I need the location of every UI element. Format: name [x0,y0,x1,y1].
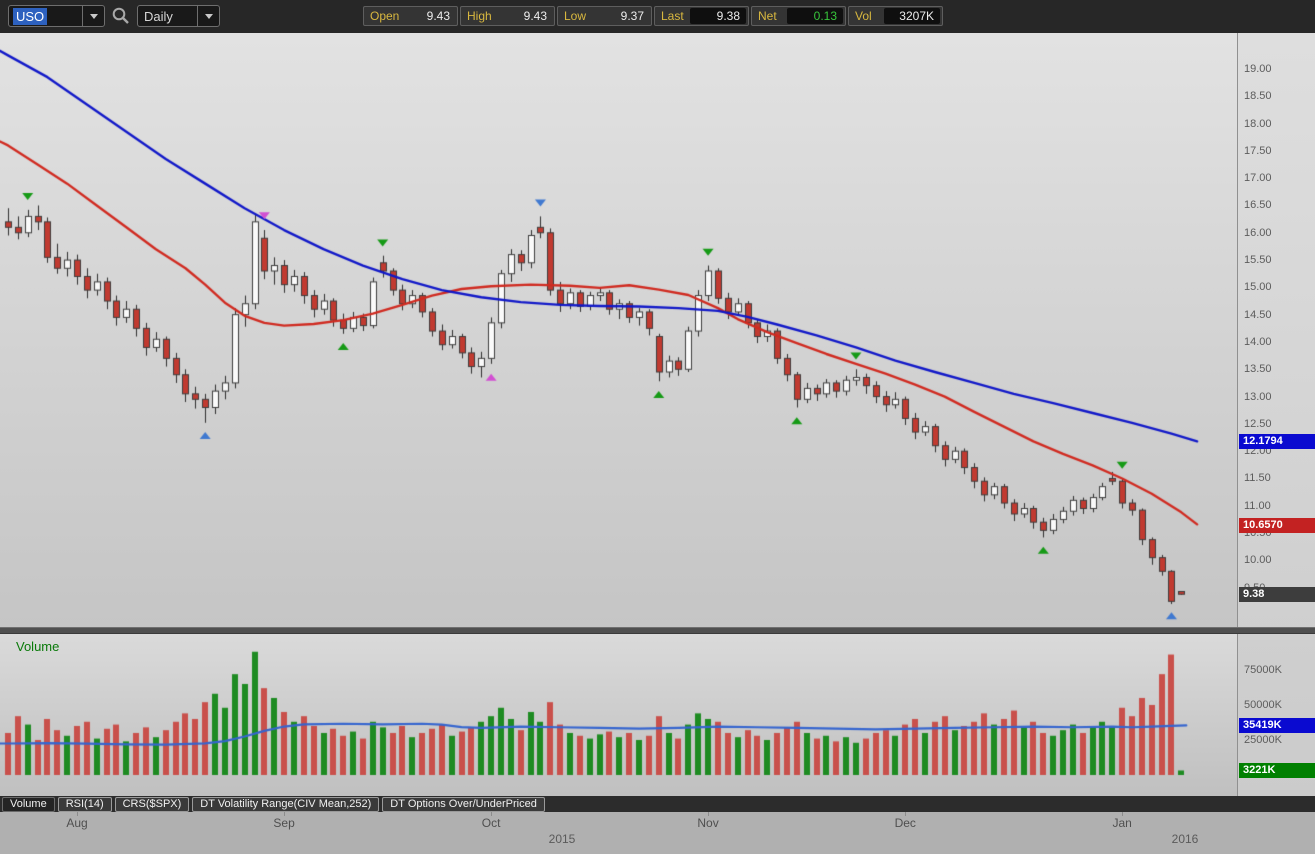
quote-field-low: Low 9.37 [557,6,652,26]
month-tick [905,812,907,816]
month-label: Jan [1112,816,1132,830]
quote-label: Open [370,9,400,23]
tab-volume[interactable]: Volume [2,796,55,812]
month-tick [491,812,493,816]
axis-tick: 10.00 [1244,554,1272,567]
axis-tick: 18.50 [1244,90,1272,103]
quote-label: Vol [855,9,872,23]
axis-tick: 13.00 [1244,390,1272,403]
search-button[interactable] [111,6,131,26]
quote-field-last: Last 9.38 [654,6,749,26]
quote-field-net: Net 0.13 [751,6,846,26]
quote-value: 9.43 [426,9,450,23]
axis-tick: 19.00 [1244,62,1272,75]
last-value-tag: 10.6570 [1239,517,1315,533]
month-label: Nov [697,816,719,830]
quote-label: Last [661,9,684,23]
axis-tick: 17.00 [1244,172,1272,185]
tab-rsi-14[interactable]: RSI(14) [57,796,112,812]
last-value-tag: 12.1794 [1239,434,1315,450]
month-tick [77,812,79,816]
axis-tick: 50000K [1244,698,1282,711]
month-tick [708,812,710,816]
chevron-down-icon [204,13,213,19]
symbol-value[interactable]: USO [13,7,48,25]
month-tick [284,812,286,816]
period-value[interactable]: Daily [144,8,173,24]
axis-tick: 11.00 [1244,499,1271,512]
tab-dt-options-over-underpriced[interactable]: DT Options Over/UnderPriced [382,796,545,812]
axis-tick: 13.50 [1244,363,1272,376]
axis-tick: 18.00 [1244,117,1272,130]
date-axis: Aug Sep Oct Nov Dec Jan 2015 2016 [0,812,1315,854]
volume-pane[interactable]: Volume [0,634,1237,796]
period-select[interactable]: Daily [137,5,220,27]
volume-pane-label: Volume [16,639,60,654]
last-value-tag: 35419K [1239,718,1315,734]
period-dropdown-button[interactable] [197,6,219,26]
quote-value: 9.43 [523,9,547,23]
axis-tick: 16.50 [1244,199,1272,212]
month-label: Aug [66,816,88,830]
last-value-tag: 3221K [1239,763,1315,779]
volume-chart-canvas[interactable] [0,634,1237,796]
indicator-tabs: Volume RSI(14) CRS($SPX) DT Volatility Rang… [0,796,1315,812]
quote-strip: Open 9.43 High 9.43 Low 9.37 Last 9.38 Net 0.13 Vo… [363,6,943,26]
axis-tick: 17.50 [1244,144,1272,157]
tab-dt-volatility-range-civ-mean-252[interactable]: DT Volatility Range(CIV Mean,252) [192,796,380,812]
price-axis[interactable]: 19.00 18.50 18.00 17.50 17.00 16.50 16.00 15.50… [1237,33,1315,796]
tab-crs-spx[interactable]: CRS($SPX) [114,796,190,812]
month-label: Sep [273,816,295,830]
quote-label: High [467,9,492,23]
year-label: 2016 [1171,832,1199,846]
search-icon [112,7,129,24]
pane-divider[interactable] [0,627,1315,634]
year-label: 2015 [548,832,576,846]
axis-tick: 14.00 [1244,335,1272,348]
axis-tick: 14.50 [1244,308,1272,321]
quote-value: 9.37 [620,9,644,23]
axis-tick: 12.50 [1244,417,1272,430]
axis-tick: 75000K [1244,663,1282,676]
axis-tick: 16.00 [1244,226,1272,239]
quote-field-vol: Vol 3207K [848,6,943,26]
quote-label: Net [758,9,777,23]
quote-field-open: Open 9.43 [363,6,458,26]
axis-tick: 11.50 [1244,472,1271,485]
symbol-dropdown-button[interactable] [82,6,104,26]
month-label: Oct [481,816,501,830]
last-value-tag: 9.38 [1239,587,1315,603]
month-tick [1122,812,1124,816]
axis-tick: 25000K [1244,733,1282,746]
axis-tick: 15.50 [1244,254,1272,267]
quote-value: 0.13 [787,8,843,24]
quote-field-high: High 9.43 [460,6,555,26]
price-chart-canvas[interactable] [0,33,1237,627]
month-label: Dec [894,816,916,830]
axis-tick: 15.00 [1244,281,1272,294]
chevron-down-icon [89,13,98,19]
quote-label: Low [564,9,587,23]
quote-value: 9.38 [690,8,746,24]
quote-value: 3207K [884,8,940,24]
symbol-input[interactable]: USO [8,5,105,27]
price-pane[interactable] [0,33,1237,627]
toolbar: USO Daily Open 9.43 High 9.43 Low 9.37 Last 9.3… [0,0,1315,34]
